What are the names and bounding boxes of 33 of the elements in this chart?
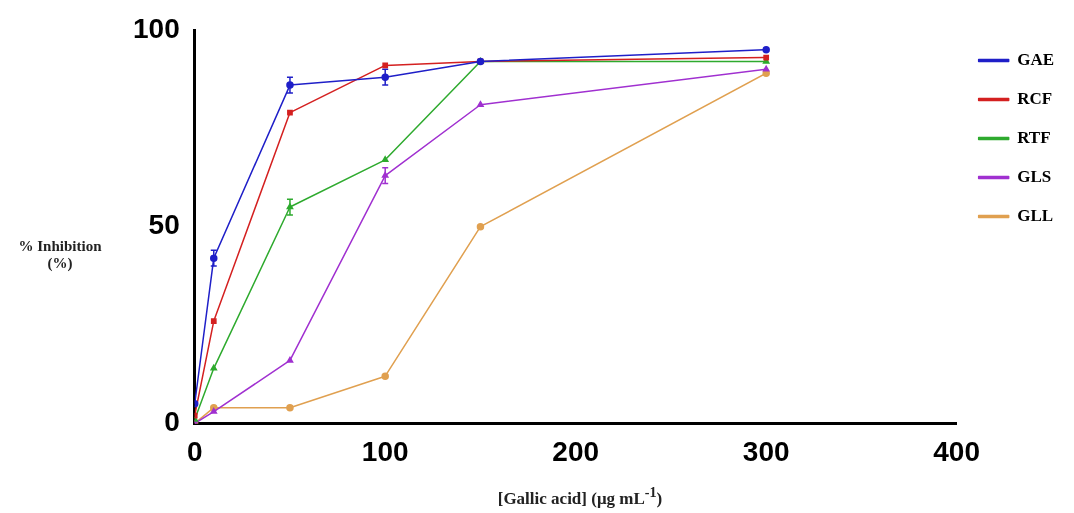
point <box>762 65 770 72</box>
point <box>477 101 484 107</box>
legend-label: GAE <box>1017 49 1054 69</box>
point <box>381 171 389 178</box>
x-tick-label: 0 <box>186 435 203 467</box>
point <box>286 356 294 363</box>
point <box>381 372 389 380</box>
point <box>381 73 389 81</box>
x-tick-label: 200 <box>552 435 600 467</box>
x-axis-title: [Gallic acid] (μg mL$^{-1}$) <box>496 484 664 509</box>
legend-label: GLL <box>1017 205 1054 225</box>
point <box>382 62 389 69</box>
y-tick-label: 50 <box>148 209 180 241</box>
point <box>286 81 294 89</box>
x-tick-label: 300 <box>742 435 790 467</box>
point <box>762 45 770 54</box>
legend-label: RTF <box>1017 127 1051 147</box>
x-tick-label: 400 <box>933 435 981 467</box>
y-tick-label: 0 <box>164 406 180 438</box>
y-tick-label: 100 <box>133 12 180 44</box>
y-axis-title: % Inhibition (%) <box>17 238 103 272</box>
legend-label: RCF <box>1017 88 1053 108</box>
legend-label: GLS <box>1017 166 1052 186</box>
x-tick-label: 100 <box>361 435 409 467</box>
point <box>476 222 485 231</box>
point <box>287 109 293 116</box>
point <box>381 156 389 163</box>
point <box>210 318 217 324</box>
point <box>286 203 294 210</box>
point <box>210 364 218 371</box>
point <box>286 403 294 412</box>
point <box>210 254 218 262</box>
point <box>210 407 218 414</box>
